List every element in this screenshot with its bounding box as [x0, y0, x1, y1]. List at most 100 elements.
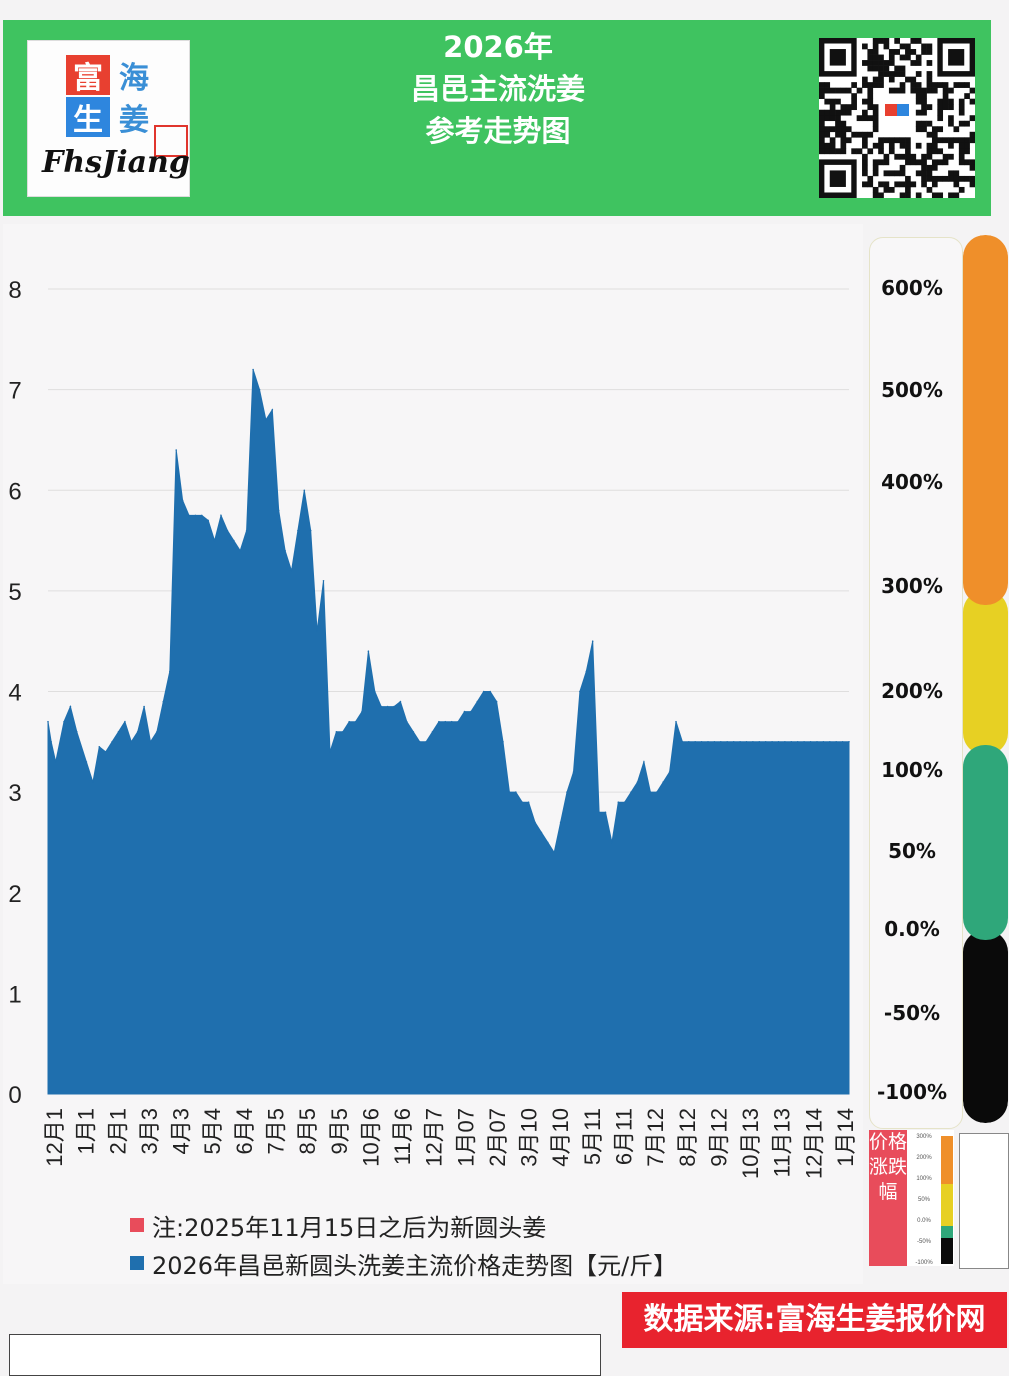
- price-point: [136, 731, 139, 733]
- chart-panel: 0 1 2 3 4 5 6 7 8 12月1 1月1 2月1 3月3 4月3 5月4 6月4 7月5 8月5 9月5…: [3, 224, 863, 1284]
- legend-note-text: 注:2025年11月15日之后为新圆头姜: [152, 1213, 547, 1242]
- price-point: [777, 741, 780, 743]
- ramp-segment: [963, 930, 1008, 1123]
- price-point: [611, 841, 613, 844]
- logo-char-4: 姜: [112, 97, 156, 138]
- logo-char-2: 海: [112, 55, 156, 96]
- price-point: [841, 741, 844, 743]
- price-point: [662, 781, 664, 783]
- price-point: [226, 529, 229, 532]
- price-point: [143, 705, 145, 708]
- price-point: [220, 514, 222, 517]
- price-point: [700, 741, 703, 743]
- price-point: [239, 549, 241, 552]
- price-point: [271, 409, 274, 411]
- price-point: [675, 720, 677, 723]
- legend-note-swatch: [130, 1218, 144, 1232]
- price-point: [656, 791, 658, 793]
- price-point: [829, 741, 831, 743]
- price-point: [162, 700, 165, 703]
- price-point: [790, 741, 793, 743]
- price-point: [688, 741, 690, 743]
- mini-ramp-segment: [941, 1136, 953, 1190]
- qr-code[interactable]: [819, 38, 976, 199]
- mini-tick-label: -100%: [915, 1260, 933, 1266]
- price-point: [111, 741, 113, 743]
- price-point: [559, 821, 562, 824]
- price-point: [258, 388, 261, 391]
- price-point: [367, 650, 370, 652]
- logo-brand-text: FhsJiang: [42, 145, 190, 180]
- price-point: [521, 801, 523, 803]
- price-point: [784, 741, 786, 743]
- price-point: [181, 499, 184, 502]
- price-point: [431, 731, 434, 733]
- x-tick-label: 12月7: [422, 1108, 447, 1167]
- percent-label: 50%: [888, 839, 936, 863]
- mini-tick-label: 100%: [916, 1176, 932, 1182]
- price-point: [835, 741, 837, 743]
- price-point: [489, 690, 492, 693]
- percent-label: 400%: [881, 470, 943, 494]
- price-point: [418, 741, 421, 743]
- percent-label: 100%: [881, 758, 943, 782]
- price-point: [322, 580, 325, 582]
- mini-ramp-segment: [941, 1184, 953, 1232]
- x-tick-label: 7月5: [263, 1108, 288, 1154]
- ramp-segment: [963, 235, 1008, 605]
- title-line-1: 2026年: [443, 30, 553, 64]
- price-point: [438, 720, 440, 723]
- y-tick-label: 1: [8, 981, 21, 1008]
- x-tick-label: 1月14: [833, 1108, 858, 1167]
- price-point: [290, 570, 293, 572]
- price-point: [771, 741, 773, 743]
- price-point: [764, 741, 767, 743]
- price-point: [713, 741, 716, 743]
- chart-legend: 注:2025年11月15日之后为新圆头姜 2026年昌邑新圆头洗姜主流价格走势图…: [130, 1206, 677, 1282]
- price-point: [649, 791, 652, 793]
- mini-scale-label: 价格涨跌幅: [869, 1130, 907, 1266]
- price-point: [515, 791, 517, 793]
- data-source-banner[interactable]: 数据来源:富海生姜报价网: [622, 1292, 1007, 1348]
- price-point: [720, 741, 722, 743]
- y-tick-label: 6: [8, 478, 21, 505]
- price-point: [63, 720, 65, 723]
- price-point: [527, 801, 530, 803]
- price-point: [393, 705, 395, 708]
- price-point: [425, 741, 427, 743]
- price-point: [374, 690, 376, 693]
- legend-series-text: 2026年昌邑新圆头洗姜主流价格走势图【元/斤】: [152, 1251, 678, 1280]
- y-tick-label: 2: [8, 881, 21, 908]
- legend-note-row: 注:2025年11月15日之后为新圆头姜: [130, 1206, 677, 1244]
- price-point: [85, 761, 88, 763]
- price-point: [726, 741, 728, 743]
- price-point: [265, 419, 267, 421]
- price-point: [508, 791, 511, 793]
- mini-scale-legend: 价格涨跌幅 300% 200% 100% 50% 0.0% -50% -100%: [869, 1130, 954, 1266]
- price-point: [104, 751, 107, 753]
- price-point: [50, 741, 52, 743]
- price-point: [495, 700, 498, 703]
- price-point: [848, 741, 850, 743]
- logo-char-1: 富: [66, 55, 110, 96]
- percent-label: -100%: [876, 1080, 948, 1104]
- x-tick-label: 6月11: [612, 1108, 637, 1165]
- price-point: [476, 700, 479, 703]
- price-area-chart: 0 1 2 3 4 5 6 7 8 12月1 1月1 2月1 3月3 4月3 5月4 6月4 7月5 8月5 9月5…: [8, 277, 858, 1179]
- price-point: [380, 705, 383, 708]
- price-point: [566, 791, 568, 793]
- x-tick-label: 5月4: [200, 1108, 225, 1154]
- price-point: [348, 720, 351, 723]
- bottom-input-box[interactable]: [9, 1334, 601, 1376]
- percent-label: 300%: [881, 574, 943, 598]
- price-point: [69, 705, 72, 708]
- x-tick-label: 3月10: [517, 1108, 542, 1167]
- price-point: [207, 519, 209, 522]
- price-point: [450, 720, 453, 723]
- price-point: [745, 741, 748, 743]
- mini-tick-label: 300%: [916, 1134, 932, 1140]
- price-point: [585, 670, 588, 673]
- ramp-segment: [963, 745, 1008, 940]
- price-point: [636, 781, 639, 783]
- price-point: [604, 811, 607, 814]
